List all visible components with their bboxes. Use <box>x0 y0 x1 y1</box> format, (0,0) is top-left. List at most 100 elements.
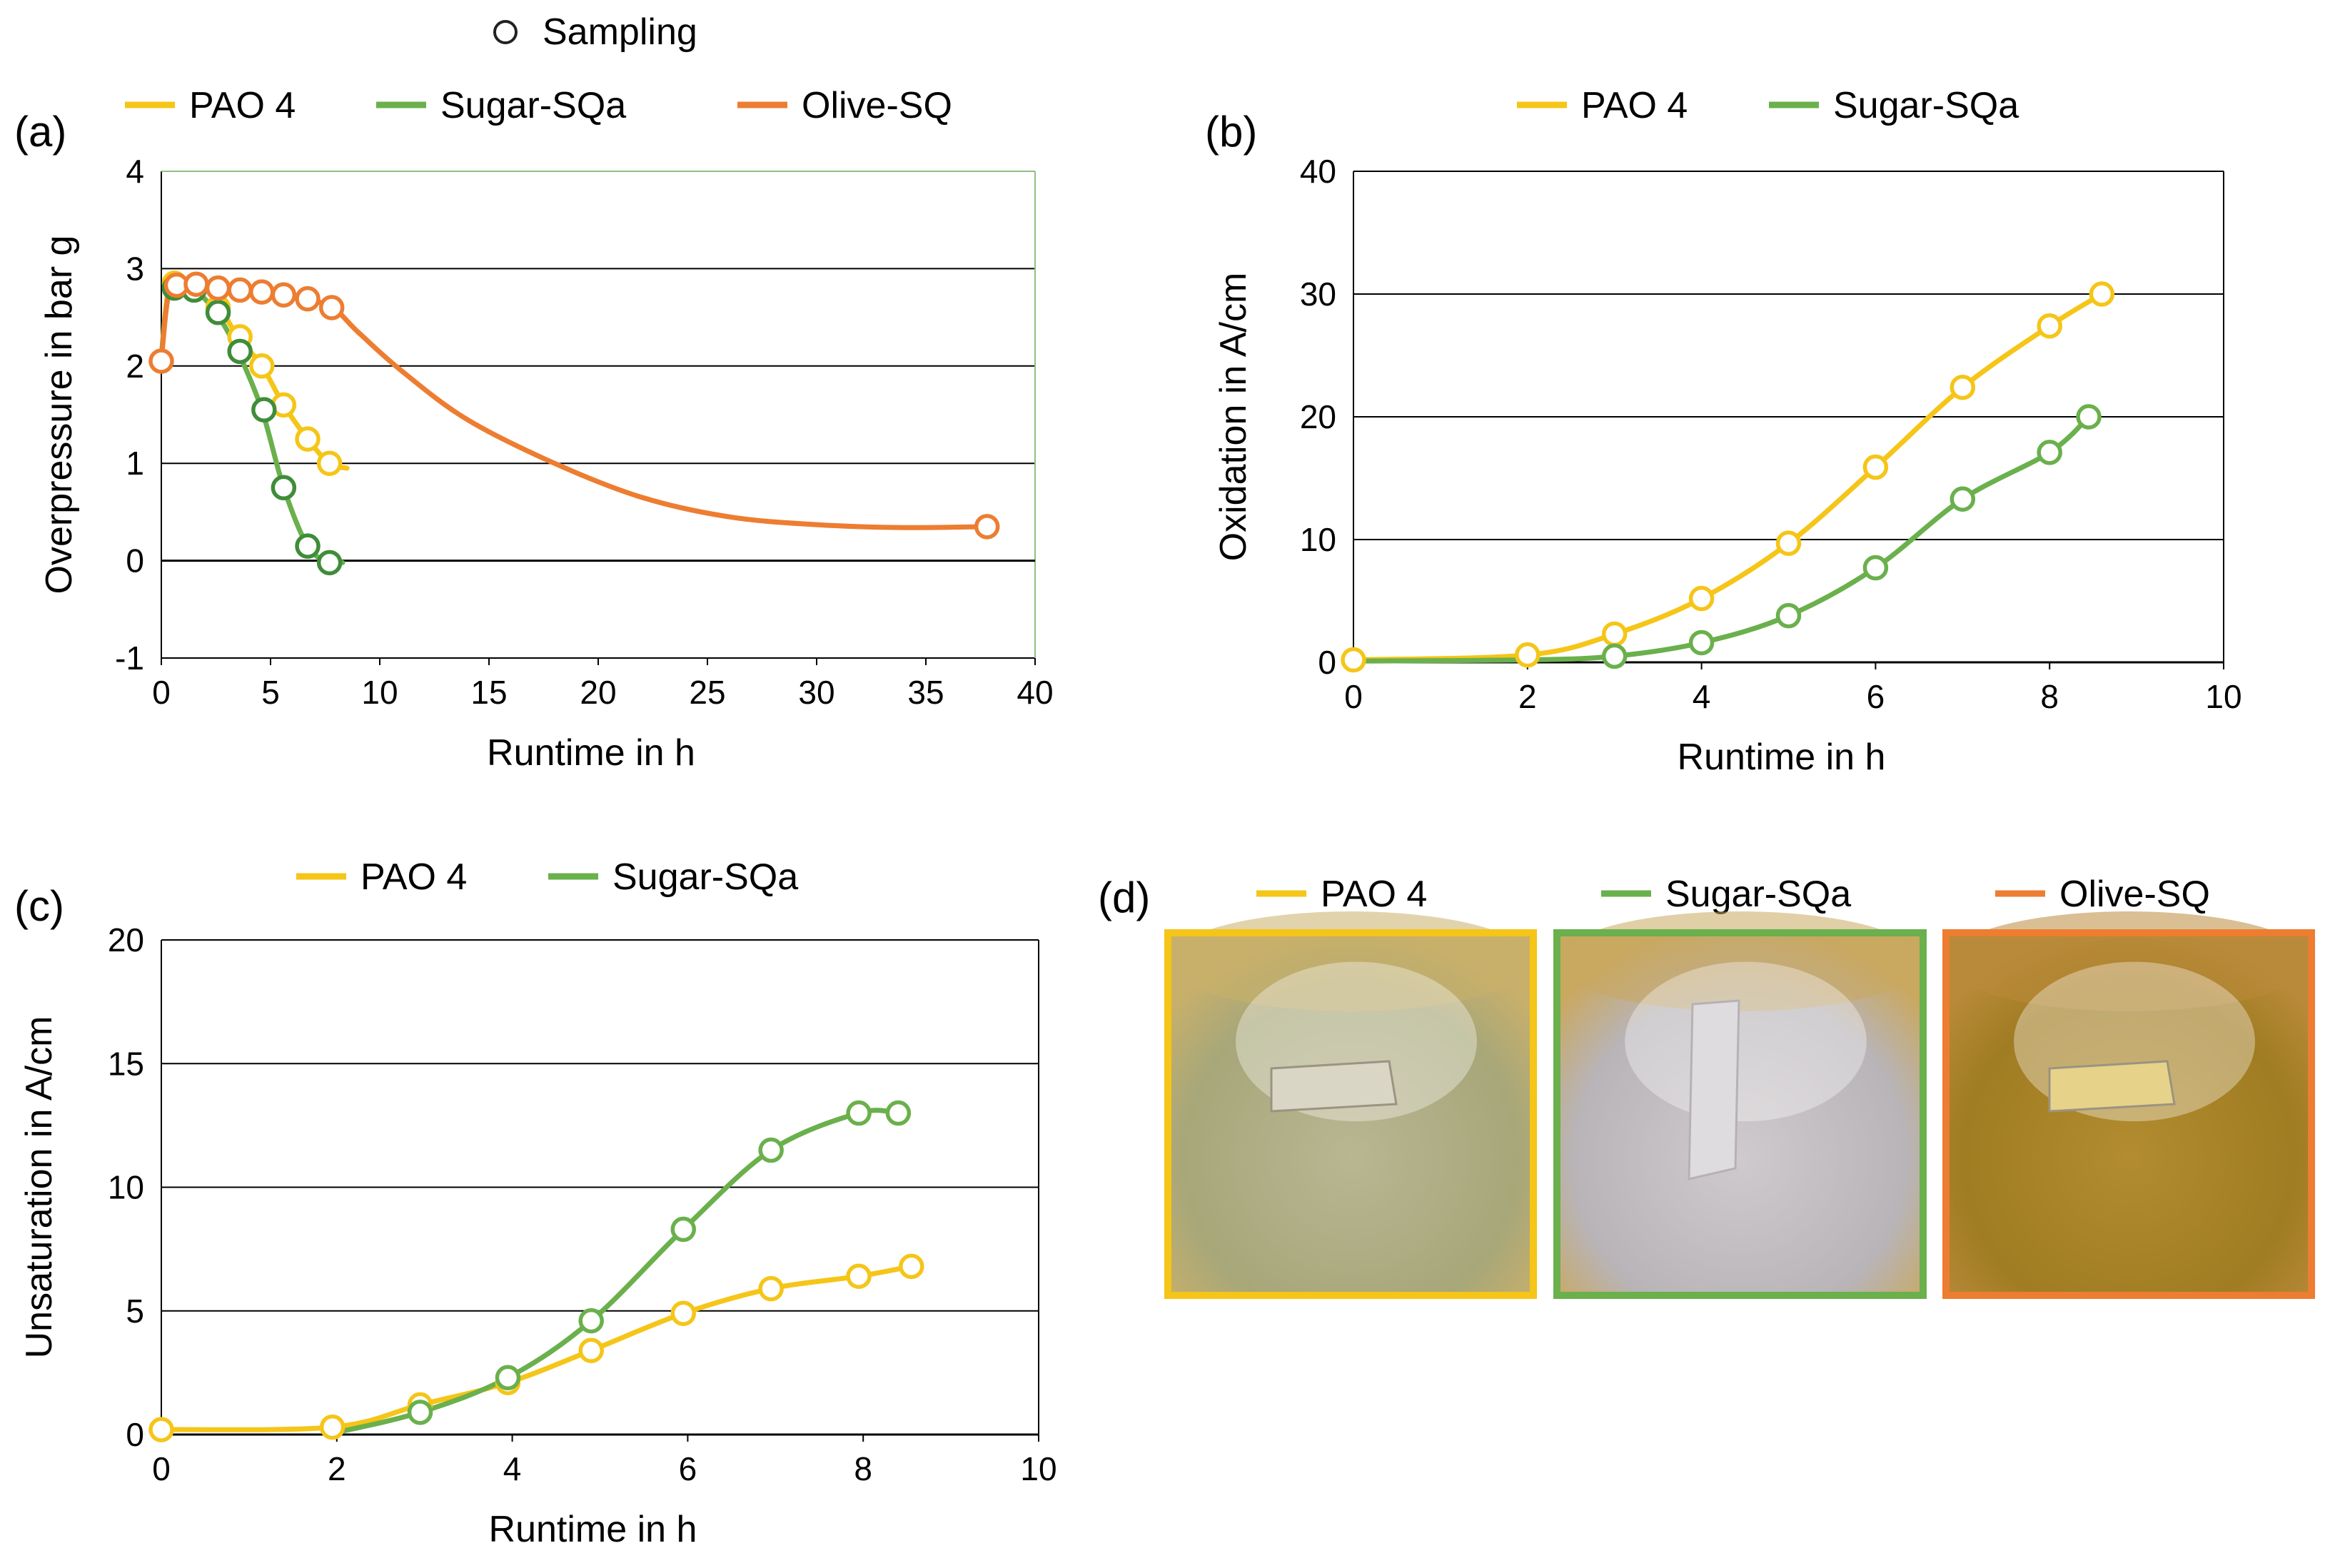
data-point <box>1775 602 1802 629</box>
x-tick-label: 6 <box>1867 678 1885 715</box>
y-tick-label: 1 <box>126 445 144 482</box>
legend-label-olive: Olive-SQ <box>2059 874 2210 915</box>
panel-c: (c) PAO 4 Sugar-SQa 0 5 10 15 20 0 2 4 6 8 10 Runti… <box>14 856 1057 1550</box>
panel-d-label: (d) <box>1098 874 1150 921</box>
y-tick-label: 20 <box>108 921 144 958</box>
x-tick-label: 10 <box>1020 1450 1056 1487</box>
data-point <box>271 282 297 308</box>
x-tick-label: 40 <box>1017 674 1053 711</box>
data-point <box>205 300 231 325</box>
olive-sample-photo <box>1942 911 2315 1299</box>
y-tick-label: 3 <box>126 250 144 287</box>
panel-b-label: (b) <box>1205 108 1257 156</box>
photo-frame <box>1553 929 1927 1299</box>
data-point <box>495 1365 521 1391</box>
x-tick-label: 25 <box>689 674 725 711</box>
x-tick-label: 15 <box>470 674 507 711</box>
legend-label-pao4: PAO 4 <box>189 85 296 126</box>
x-axis-title: Runtime in h <box>1678 737 1886 778</box>
series-line-sugar-sqa <box>158 284 346 567</box>
x-tick-label: 0 <box>1344 678 1363 715</box>
data-point <box>227 338 253 365</box>
data-point <box>974 514 1000 540</box>
y-tick-label: 4 <box>126 153 144 190</box>
test-specimen <box>1270 1060 1398 1113</box>
data-point <box>148 1417 174 1442</box>
x-tick-label: 2 <box>1518 678 1537 715</box>
chart-c: 0 5 10 15 20 0 2 4 6 8 10 Runtime in h Unsaturation … <box>19 921 1057 1550</box>
panel-b-legend: PAO 4 Sugar-SQa <box>1517 85 2019 126</box>
data-point <box>295 426 321 452</box>
series-line-pao-4 <box>1351 291 2104 663</box>
data-point <box>1515 642 1540 668</box>
data-point <box>295 533 321 559</box>
series-line-sugar-sqa <box>330 1108 901 1436</box>
data-point <box>1601 643 1628 669</box>
x-tick-label: 30 <box>798 674 834 711</box>
data-point <box>316 550 343 576</box>
photo-frame <box>1942 929 2315 1299</box>
data-point <box>758 1275 784 1302</box>
x-tick-label: 0 <box>152 674 171 711</box>
legend-label-olive: Olive-SQ <box>802 85 952 126</box>
x-tick-label: 4 <box>1693 678 1711 715</box>
data-point <box>148 348 174 374</box>
panel-c-legend: PAO 4 Sugar-SQa <box>296 856 798 898</box>
legend-label-pao4: PAO 4 <box>1581 85 1688 126</box>
legend-label-sugar: Sugar-SQa <box>1665 874 1851 915</box>
y-tick-label: 40 <box>1300 153 1336 190</box>
y-tick-label: 10 <box>1300 521 1336 558</box>
panel-d-legend: PAO 4 Sugar-SQa Olive-SQ <box>1256 874 2210 915</box>
x-tick-label: 4 <box>503 1450 522 1487</box>
test-specimen <box>2048 1060 2176 1113</box>
photo-frame <box>1164 929 1537 1299</box>
data-point <box>670 1216 697 1243</box>
panel-c-label: (c) <box>14 882 64 930</box>
data-point <box>846 1100 872 1126</box>
data-point <box>1775 530 1802 556</box>
legend-label-sugar: Sugar-SQa <box>612 856 798 898</box>
chart-b: 0 10 20 30 40 0 2 4 6 8 10 Runtime in h Oxidation in… <box>1213 153 2242 778</box>
y-tick-label: 2 <box>126 348 144 385</box>
data-point <box>1601 621 1628 647</box>
legend-label-sugar: Sugar-SQa <box>440 85 626 126</box>
data-point <box>1688 629 1715 656</box>
x-tick-label: 8 <box>2040 678 2059 715</box>
y-axis-title: Overpressure in bar g <box>39 236 80 595</box>
panel-b: (b) PAO 4 Sugar-SQa 0 10 20 30 40 0 2 4 6 8 10 Runt… <box>1205 85 2242 778</box>
data-point <box>316 450 343 476</box>
x-tick-label: 8 <box>854 1450 872 1487</box>
data-point <box>1950 486 1976 512</box>
x-tick-label: 10 <box>361 674 398 711</box>
pao4-sample-photo <box>1164 911 1537 1299</box>
data-point <box>1862 555 1889 581</box>
data-point <box>758 1137 784 1163</box>
legend-label-sugar: Sugar-SQa <box>1833 85 2019 126</box>
data-point <box>2037 440 2062 465</box>
panel-d: (d) PAO 4 Sugar-SQa Olive-SQ <box>1098 874 2315 1299</box>
data-point <box>227 277 253 303</box>
y-tick-label: 20 <box>1300 398 1336 435</box>
y-tick-label: -1 <box>115 639 144 677</box>
data-point <box>249 279 275 305</box>
data-point <box>1341 647 1366 673</box>
data-point <box>885 1100 912 1126</box>
y-axis-title: Oxidation in A/cm <box>1213 273 1254 562</box>
data-point <box>578 1307 604 1334</box>
x-tick-label: 35 <box>907 674 944 711</box>
y-tick-label: 5 <box>126 1293 144 1330</box>
y-tick-label: 30 <box>1300 275 1336 313</box>
data-point <box>249 353 275 379</box>
data-point <box>2089 281 2115 307</box>
x-axis-title: Runtime in h <box>489 1509 697 1550</box>
y-tick-label: 0 <box>126 1416 144 1453</box>
data-point <box>1950 374 1976 400</box>
sugar-sample-photo <box>1553 911 1927 1299</box>
data-point <box>251 397 277 423</box>
light-reflection <box>1625 961 1867 1122</box>
data-point <box>899 1253 924 1280</box>
sampling-legend: Sampling <box>493 11 697 53</box>
